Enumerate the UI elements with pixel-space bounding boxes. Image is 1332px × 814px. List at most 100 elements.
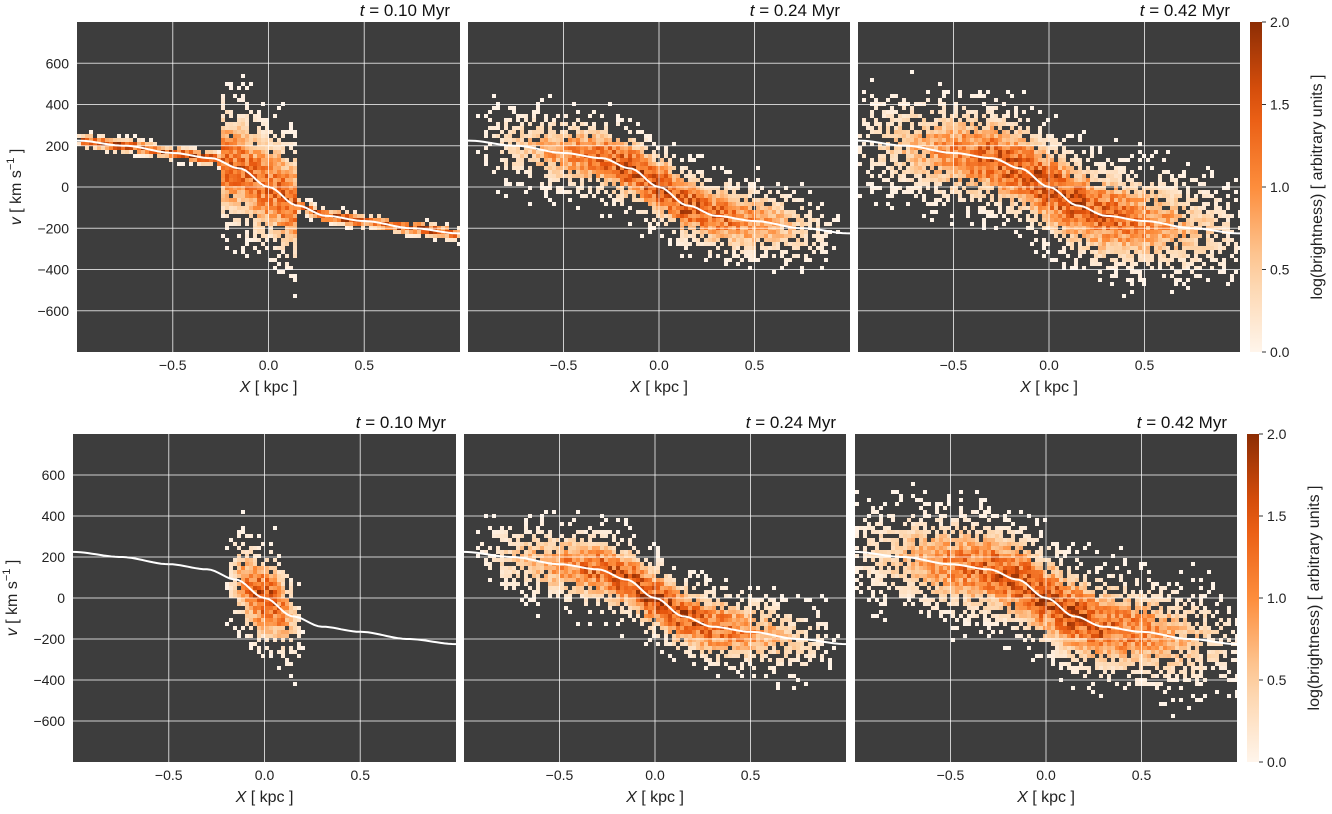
heat-cell <box>1206 278 1210 282</box>
heat-cell <box>516 562 520 566</box>
heat-cell <box>672 202 676 206</box>
heat-cell <box>1122 254 1126 258</box>
x-tick-label: −0.5 <box>550 357 578 373</box>
heat-cell <box>516 118 520 122</box>
heat-cell <box>1158 186 1162 190</box>
heat-cell <box>273 258 277 262</box>
heat-cell <box>1046 158 1050 162</box>
heat-cell <box>289 646 293 650</box>
heat-cell <box>249 210 253 214</box>
heat-cell <box>600 550 604 554</box>
heat-cell <box>520 554 524 558</box>
heat-cell <box>1090 170 1094 174</box>
heat-cell <box>938 82 942 86</box>
heat-cell <box>281 570 285 574</box>
heat-cell <box>1190 262 1194 266</box>
heat-cell <box>1098 202 1102 206</box>
heat-cell <box>962 130 966 134</box>
panel-2-2: t = 0.24 Myr−0.5 0.0 0.5X [ kpc ] <box>464 413 846 806</box>
heat-cell <box>688 198 692 202</box>
heat-cell <box>508 538 512 542</box>
heat-cell <box>616 166 620 170</box>
heat-cell <box>816 238 820 242</box>
heat-cell <box>1030 198 1034 202</box>
heat-cell <box>608 570 612 574</box>
heat-cell <box>668 210 672 214</box>
heat-cell <box>1106 174 1110 178</box>
heat-cell <box>942 126 946 130</box>
heat-cell <box>604 166 608 170</box>
heat-cell <box>604 590 608 594</box>
heat-cell <box>652 602 656 606</box>
heat-cell <box>297 202 301 206</box>
heat-cell <box>720 218 724 222</box>
heat-cell <box>664 162 668 166</box>
heat-cell <box>552 142 556 146</box>
heat-cell <box>245 198 249 202</box>
heat-cell <box>962 150 966 154</box>
heat-cell <box>1018 126 1022 130</box>
heat-cell <box>269 214 273 218</box>
heat-cell <box>624 574 628 578</box>
heat-cell <box>974 158 978 162</box>
heat-cell <box>1098 262 1102 266</box>
heat-cell <box>744 210 748 214</box>
heat-cell <box>544 174 548 178</box>
heat-cell <box>878 174 882 178</box>
heat-cell <box>1082 190 1086 194</box>
heat-cell <box>257 110 261 114</box>
heat-cell <box>528 598 532 602</box>
heat-cell <box>1146 194 1150 198</box>
heat-cell <box>668 194 672 198</box>
heat-cell <box>950 158 954 162</box>
heat-cell <box>257 150 261 154</box>
heat-cell <box>253 234 257 238</box>
heat-cell <box>902 178 906 182</box>
heat-cell <box>624 582 628 586</box>
heat-cell <box>632 602 636 606</box>
heat-cell <box>548 578 552 582</box>
heat-cell <box>704 186 708 190</box>
heat-cell <box>930 174 934 178</box>
heat-cell <box>1150 210 1154 214</box>
heat-cell <box>596 186 600 190</box>
heat-cell <box>1182 258 1186 262</box>
heat-cell <box>890 106 894 110</box>
heat-cell <box>616 170 620 174</box>
heat-cell <box>1026 118 1030 122</box>
heat-cell <box>1014 106 1018 110</box>
heat-cell <box>560 550 564 554</box>
heat-cell <box>1018 142 1022 146</box>
heat-cell <box>744 222 748 226</box>
heat-cell <box>624 170 628 174</box>
heat-cell <box>233 202 237 206</box>
heat-cell <box>874 162 878 166</box>
heat-cell <box>237 170 241 174</box>
heat-cell <box>253 146 257 150</box>
heat-cell <box>265 614 269 618</box>
heat-cell <box>1058 182 1062 186</box>
heat-cell <box>1150 234 1154 238</box>
heat-cell <box>369 218 373 222</box>
heat-cell <box>596 598 600 602</box>
heat-cell <box>644 558 648 562</box>
heat-cell <box>229 170 233 174</box>
heat-cell <box>572 138 576 142</box>
heat-cell <box>257 134 261 138</box>
heat-cell <box>536 542 540 546</box>
heat-cell <box>1082 266 1086 270</box>
heat-cell <box>528 562 532 566</box>
heat-cell <box>289 166 293 170</box>
heat-cell <box>1138 258 1142 262</box>
heat-cell <box>588 622 592 626</box>
heat-cell <box>273 158 277 162</box>
heat-cell <box>744 250 748 254</box>
heat-cell <box>946 134 950 138</box>
heat-cell <box>1182 230 1186 234</box>
heat-cell <box>870 94 874 98</box>
heat-cell <box>604 138 608 142</box>
heat-cell <box>1162 210 1166 214</box>
heat-cell <box>1038 150 1042 154</box>
heat-cell <box>508 550 512 554</box>
heat-cell <box>293 650 297 654</box>
